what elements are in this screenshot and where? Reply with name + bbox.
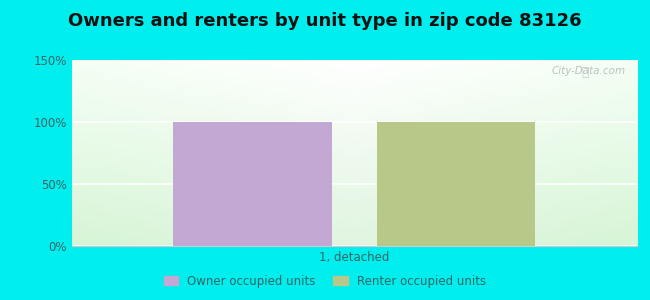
Text: City-Data.com: City-Data.com	[552, 66, 626, 76]
Legend: Owner occupied units, Renter occupied units: Owner occupied units, Renter occupied un…	[161, 271, 489, 291]
Bar	[377, 122, 535, 246]
Text: ⦾: ⦾	[582, 66, 589, 79]
Bar	[174, 122, 332, 246]
Text: Owners and renters by unit type in zip code 83126: Owners and renters by unit type in zip c…	[68, 12, 582, 30]
